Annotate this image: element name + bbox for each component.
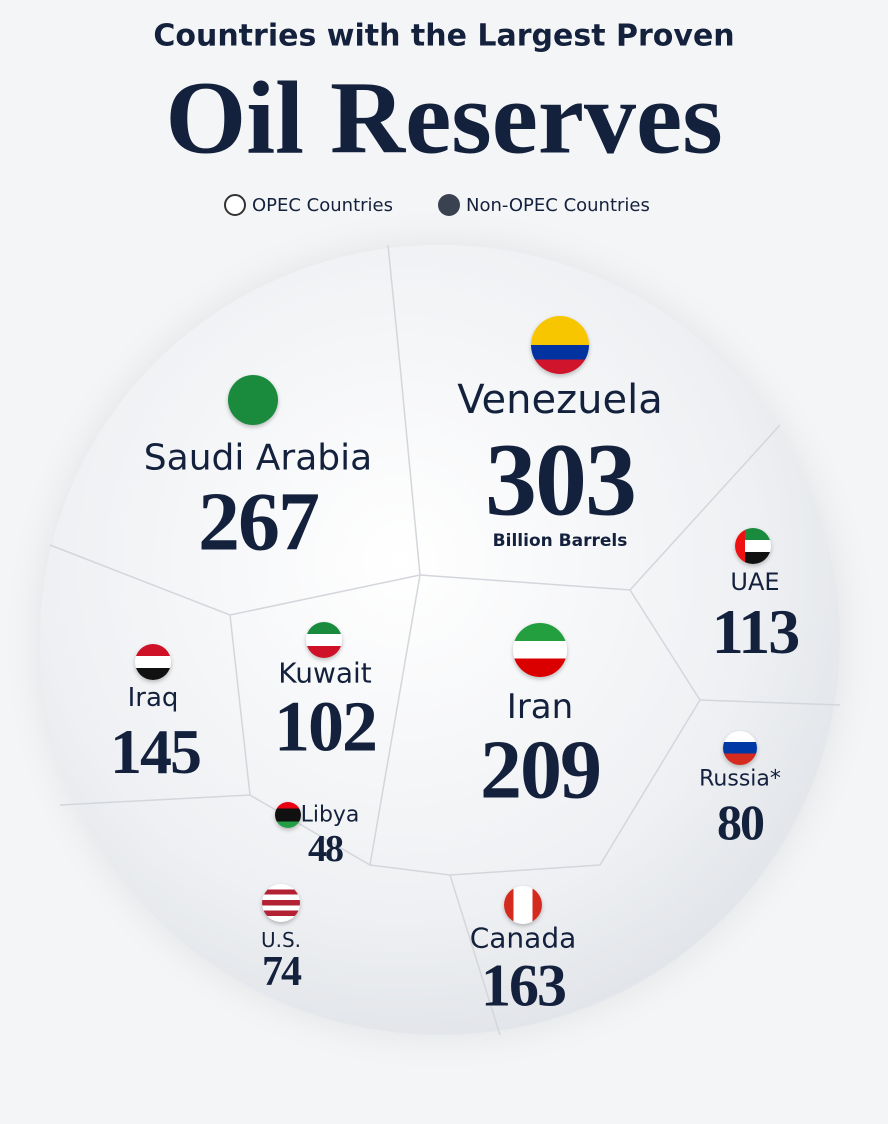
country-value: 145 [110,716,202,787]
country-name: Saudi Arabia [143,437,373,479]
legend-swatch [224,194,246,216]
country-name: Iraq [127,683,179,713]
country-name: Kuwait [278,656,372,690]
country-name: U.S. [260,928,302,952]
country-name: Venezuela [457,377,663,423]
country-value: 80 [717,794,765,850]
sphere-background [40,245,840,1035]
flag-icon [531,316,589,374]
country-name: Libya [300,802,360,828]
country-name: Russia* [699,766,781,792]
legend-label: OPEC Countries [252,194,393,216]
flag-icon [735,528,771,564]
country-name: Canada [469,921,577,955]
flag-icon [306,622,342,658]
legend-swatch [438,194,460,216]
flag-icon [275,802,301,828]
flag-icon [262,884,300,922]
legend-item: Non-OPEC Countries [438,194,650,216]
legend-item: OPEC Countries [224,194,393,216]
flag-icon [723,731,757,765]
country-value: 267 [198,475,320,569]
country-name: Iran [506,687,574,727]
unit-label: Billion Barrels [492,531,628,551]
country-value: 209 [480,723,602,817]
flag-icon [513,623,567,677]
country-value: 163 [481,952,567,1019]
cell-lines [49,245,840,1035]
country-value: 74 [262,949,302,995]
country-value: 48 [308,828,344,870]
flag-icon [135,644,171,680]
flag-icon [504,886,542,924]
country-value: 102 [274,686,378,767]
flag-icon [228,375,278,425]
subtitle: Countries with the Largest Proven [153,18,735,54]
title: Oil Reserves [165,60,723,176]
country-value: 303 [485,422,637,538]
country-name: UAE [730,568,780,596]
country-value: 113 [711,596,800,667]
legend-label: Non-OPEC Countries [466,194,650,216]
